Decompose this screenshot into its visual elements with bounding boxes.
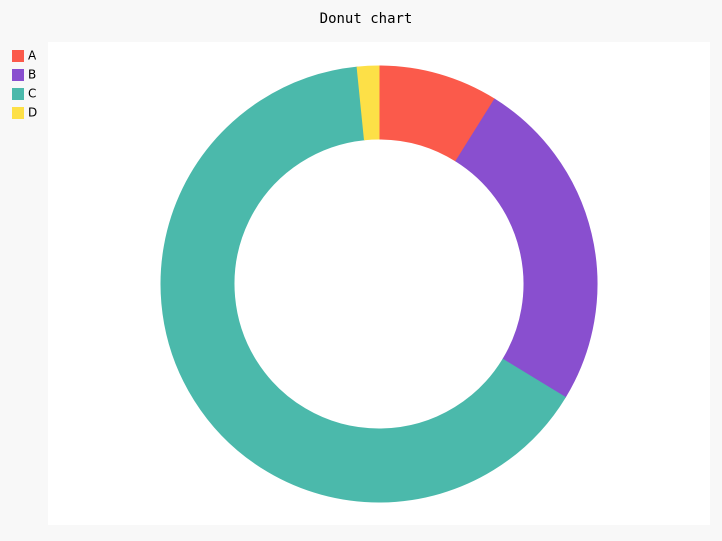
legend-label: C (28, 87, 36, 101)
legend-swatch (12, 69, 24, 81)
donut-slice (356, 65, 380, 141)
donut-slice (160, 66, 566, 503)
donut-slice (455, 98, 598, 399)
chart-title: Donut chart (320, 11, 413, 27)
legend-label: B (28, 68, 36, 82)
legend-swatch (12, 88, 24, 100)
legend-label: A (28, 49, 37, 63)
legend-swatch (12, 50, 24, 62)
legend-label: D (28, 106, 37, 120)
legend-swatch (12, 107, 24, 119)
